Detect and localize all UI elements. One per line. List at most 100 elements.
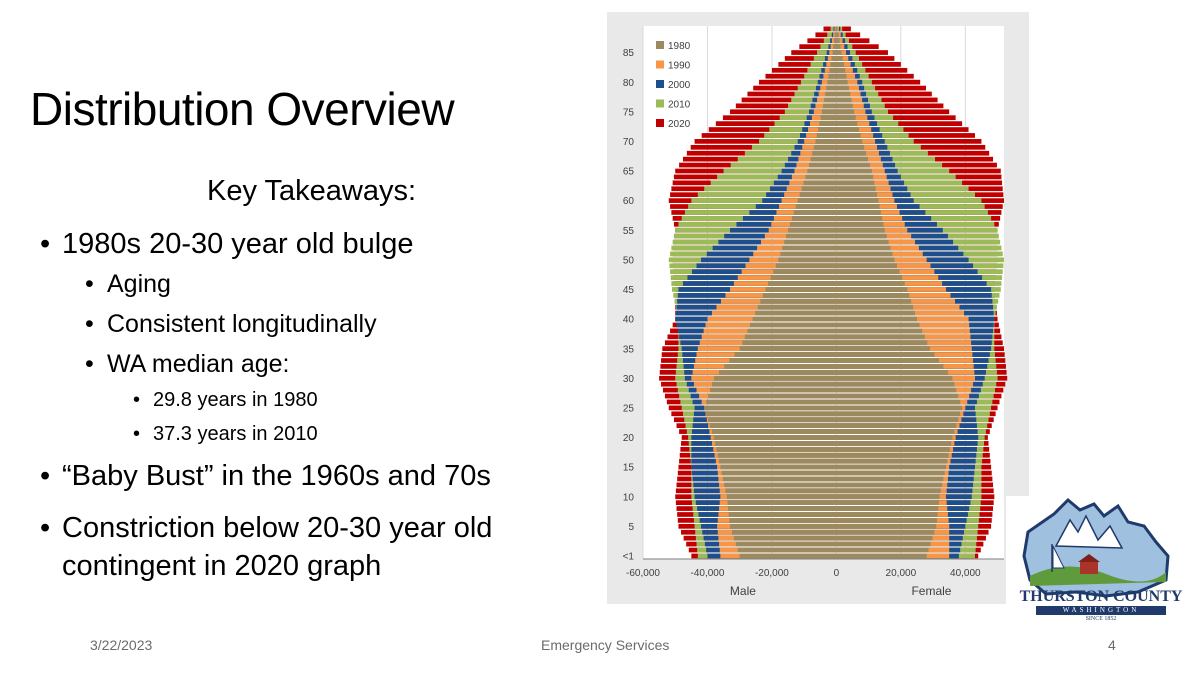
- bar-female-1980: [836, 245, 891, 251]
- bar-female-1980: [836, 482, 943, 488]
- bar-female-1980: [836, 67, 846, 73]
- bar-female-1980: [836, 50, 842, 55]
- bar-male-1980: [731, 529, 837, 535]
- bar-male-1980: [773, 269, 837, 275]
- bar-male-2020: [807, 38, 837, 44]
- bar-male-1980: [757, 304, 837, 310]
- bar-female-1980: [836, 405, 963, 411]
- bar-female-1980: [836, 452, 949, 458]
- y-tick-label: 10: [623, 492, 635, 503]
- bar-male-2020: [753, 85, 837, 91]
- bar-female-1980: [836, 304, 914, 310]
- bar-female-1980: [836, 144, 865, 150]
- bar-male-1980: [830, 62, 837, 67]
- bar-female-1980: [836, 298, 912, 304]
- bar-female-1980: [836, 26, 838, 32]
- bar-male-1980: [813, 144, 837, 150]
- bar-male-2010: [737, 156, 837, 162]
- bar-male-1980: [719, 458, 837, 464]
- y-tick-label: <1: [623, 552, 635, 563]
- bar-female-1980: [836, 494, 940, 500]
- bar-female-2020: [836, 79, 921, 85]
- bar-female-1980: [836, 316, 917, 322]
- bar-female-1980: [836, 275, 903, 280]
- bullet-glyph: •: [133, 423, 141, 445]
- bar-female-1980: [836, 506, 939, 511]
- bar-male-2020: [747, 91, 837, 97]
- bar-female-1980: [836, 446, 950, 452]
- bar-female-1980: [836, 257, 895, 263]
- bar-female-1980: [836, 32, 839, 38]
- bar-male-1980: [724, 364, 837, 369]
- bar-male-1980: [818, 127, 837, 132]
- bar-male-1980: [755, 310, 837, 316]
- bar-female-1980: [836, 216, 883, 221]
- bullet-text: 29.8 years in 1980: [153, 389, 318, 411]
- bar-male-1980: [775, 263, 837, 269]
- bar-female-1980: [836, 127, 859, 132]
- bar-female-1980: [836, 541, 931, 547]
- bar-male-1980: [762, 293, 837, 298]
- bar-male-1980: [711, 429, 837, 434]
- bar-female-1980: [836, 387, 957, 393]
- bar-female-1980: [836, 476, 944, 482]
- bar-male-1980: [833, 38, 837, 44]
- bar-male-2010: [730, 162, 837, 168]
- bar-male-1980: [829, 67, 837, 73]
- y-tick-label: 65: [623, 167, 635, 178]
- bar-female-1980: [836, 310, 916, 316]
- bar-female-1980: [836, 192, 878, 198]
- bullet-glyph: •: [85, 270, 94, 298]
- bar-male-2010: [759, 139, 837, 144]
- sailboat-sail: [1052, 545, 1065, 569]
- bar-female-1980: [836, 429, 955, 434]
- x-side-label-male: Male: [730, 584, 756, 598]
- bar-female-2020: [836, 62, 901, 67]
- bar-female-1980: [836, 529, 935, 535]
- bar-female-1980: [836, 162, 870, 168]
- bar-male-1980: [727, 500, 837, 505]
- legend-label: 1980: [668, 41, 691, 52]
- footer-center-text: Emergency Services: [541, 637, 670, 653]
- bar-female-1980: [836, 239, 889, 245]
- bar-male-1990: [834, 26, 837, 32]
- bar-male-1980: [744, 334, 837, 340]
- y-tick-label: 20: [623, 433, 635, 444]
- bar-female-2020: [836, 109, 950, 115]
- bullet-text: 1980s 20-30 year old bulge: [62, 228, 414, 260]
- legend-label: 2010: [668, 100, 691, 111]
- bar-female-1980: [836, 210, 881, 215]
- bar-female-1980: [836, 85, 849, 91]
- bar-male-1980: [801, 186, 837, 192]
- bar-female-1980: [836, 251, 893, 257]
- bar-female-1980: [836, 168, 872, 174]
- bullet-item: • Consistent longitudinally: [85, 310, 377, 339]
- bar-female-1980: [836, 470, 945, 476]
- bar-female-1980: [836, 364, 944, 369]
- bullet-glyph: •: [40, 228, 51, 260]
- population-pyramid-svg: <1 5 10 15 20 25 30 35 40 45 50 55 60 65 70 75 80 85 -60,0…: [623, 26, 1008, 598]
- y-tick-label: 15: [623, 463, 635, 474]
- bar-female-1980: [836, 399, 961, 405]
- bar-male-2020: [730, 109, 837, 115]
- bar-female-1980: [836, 346, 930, 352]
- bar-male-2010: [744, 150, 837, 156]
- legend-label: 1990: [668, 61, 691, 72]
- bar-female-1980: [836, 121, 858, 126]
- bar-male-2010: [751, 144, 837, 150]
- y-tick-label: 60: [623, 196, 635, 207]
- legend-label: 2020: [668, 119, 691, 130]
- y-tick-label: 45: [623, 285, 635, 296]
- bar-female-1980: [836, 150, 867, 156]
- mountain-shape: [1054, 514, 1124, 549]
- bar-female-1980: [836, 435, 953, 440]
- bar-male-1980: [750, 322, 837, 328]
- bullet-glyph: •: [40, 460, 51, 492]
- bar-female-1980: [836, 441, 952, 446]
- bullet-item: • 29.8 years in 1980: [133, 389, 318, 412]
- bar-female-1980: [836, 180, 875, 186]
- bar-male-1980: [737, 547, 837, 553]
- bar-male-2020: [765, 73, 837, 79]
- bar-male-1980: [708, 393, 837, 399]
- bar-male-1980: [765, 287, 837, 292]
